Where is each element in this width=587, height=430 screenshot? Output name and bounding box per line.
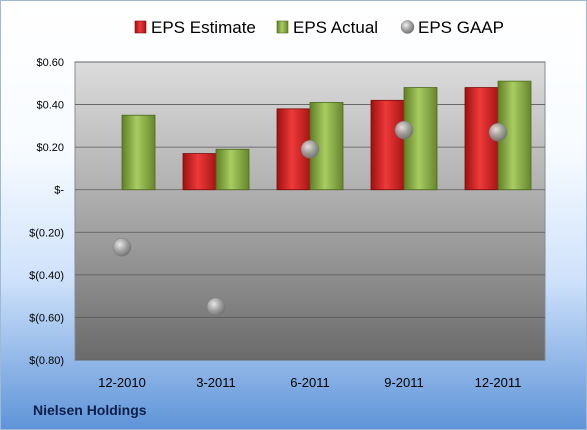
y-tick-label: $0.60 [36,57,64,69]
bar-eps-actual [403,87,438,191]
legend-label: EPS Actual [293,18,378,37]
y-tick-label: $(0.20) [29,227,64,239]
y-tick-label: $(0.60) [29,312,64,324]
company-label: Nielsen Holdings [33,402,147,418]
x-tick-label: 9-2011 [384,375,424,390]
x-tick-label: 3-2011 [196,375,236,390]
bar-eps-actual [215,148,250,191]
legend-item: EPS Estimate [134,18,256,37]
y-tick-label: $- [54,185,64,197]
y-tick-label: $0.20 [36,142,64,154]
legend-item: EPS GAAP [400,18,504,37]
legend-item: EPS Actual [276,18,378,37]
point-eps-gaap [300,140,320,159]
bar-eps-estimate [370,99,405,191]
x-tick-label: 12-2011 [475,375,522,390]
legend-label: EPS GAAP [418,18,504,37]
point-eps-gaap [206,297,226,317]
legend-swatch [400,20,415,34]
point-eps-gaap [394,120,414,140]
y-tick-label: $(0.40) [29,270,64,282]
legend-swatch [276,20,289,34]
point-eps-gaap [488,122,508,142]
x-tick-label: 12-2010 [98,375,146,390]
x-tick-label: 6-2011 [290,375,330,390]
bar-eps-estimate [182,153,217,191]
legend-swatch [134,20,147,34]
y-tick-label: $(0.80) [29,355,64,367]
legend-label: EPS Estimate [151,18,256,37]
y-tick-label: $0.40 [36,100,64,112]
bar-eps-actual [121,114,156,191]
point-eps-gaap [112,237,132,257]
